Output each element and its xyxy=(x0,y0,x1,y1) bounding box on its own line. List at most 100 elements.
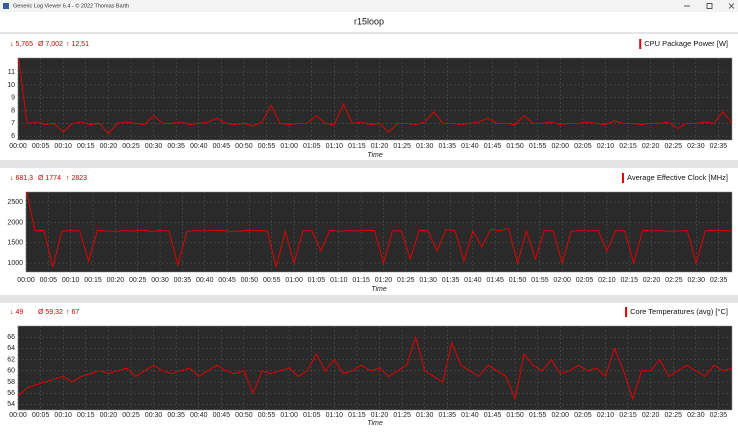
x-tick-label: 01:15 xyxy=(352,277,370,284)
x-tick-label: 02:35 xyxy=(710,277,728,284)
x-tick-label: 01:00 xyxy=(285,277,303,284)
x-tick-label: 00:25 xyxy=(122,143,140,150)
x-tick-label: 00:35 xyxy=(174,277,192,284)
x-tick-label: 02:30 xyxy=(687,143,705,150)
x-tick-label: 02:25 xyxy=(665,277,683,284)
x-tick-label: 00:40 xyxy=(190,412,208,419)
title-bar xyxy=(0,0,738,12)
x-tick-label: 01:50 xyxy=(506,143,524,150)
x-tick-label: 02:35 xyxy=(710,412,728,419)
x-tick-label: 02:30 xyxy=(687,277,705,284)
x-tick-label: 01:20 xyxy=(371,412,389,419)
x-tick-label: 01:10 xyxy=(326,412,344,419)
x-tick-label: 02:05 xyxy=(576,277,594,284)
x-tick-label: 01:40 xyxy=(461,412,479,419)
y-tick-label: 64 xyxy=(7,345,15,352)
x-tick-label: 01:15 xyxy=(348,412,366,419)
x-tick-label: 02:00 xyxy=(552,412,570,419)
panel-separator xyxy=(0,160,738,168)
y-tick-label: 66 xyxy=(7,334,15,341)
stat-value: ↑ 2823 xyxy=(66,175,87,182)
x-tick-label: 00:20 xyxy=(100,143,118,150)
maximize-button[interactable] xyxy=(706,3,713,9)
x-tick-label: 02:05 xyxy=(574,143,592,150)
y-tick-label: 56 xyxy=(7,390,15,397)
app-icon xyxy=(3,3,9,9)
x-tick-label: 00:15 xyxy=(77,412,95,419)
x-tick-label: 01:10 xyxy=(330,277,348,284)
x-tick-label: 00:55 xyxy=(258,143,276,150)
x-tick-label: 00:00 xyxy=(9,412,27,419)
x-tick-label: 01:05 xyxy=(303,412,321,419)
x-tick-label: 01:25 xyxy=(393,143,411,150)
y-tick-label: 6 xyxy=(11,133,15,140)
legend-label: Core Temperatures (avg) [°C] xyxy=(630,307,728,316)
x-tick-label: 00:30 xyxy=(145,143,163,150)
x-tick-label: 01:00 xyxy=(280,143,298,150)
x-tick-label: 01:55 xyxy=(529,143,547,150)
y-tick-label: 7 xyxy=(11,120,15,127)
stat-value: ↑ 67 xyxy=(66,309,79,316)
x-tick-label: 00:05 xyxy=(40,277,58,284)
x-tick-label: 00:30 xyxy=(145,412,163,419)
legend-swatch xyxy=(625,307,628,317)
x-tick-label: 01:35 xyxy=(439,412,457,419)
x-tick-label: 02:05 xyxy=(574,412,592,419)
series-line xyxy=(18,335,732,401)
y-tick-label: 1000 xyxy=(7,260,23,267)
y-tick-label: 9 xyxy=(11,95,15,102)
x-tick-label: 00:15 xyxy=(77,143,95,150)
x-tick-label: 01:20 xyxy=(371,143,389,150)
legend-label: Average Effective Clock [MHz] xyxy=(627,173,728,182)
x-tick-label: 02:00 xyxy=(553,277,571,284)
y-tick-label: 58 xyxy=(7,379,15,386)
x-tick-label: 01:55 xyxy=(529,412,547,419)
x-tick-label: 01:20 xyxy=(375,277,393,284)
y-tick-label: 62 xyxy=(7,356,15,363)
x-tick-label: 01:45 xyxy=(484,412,502,419)
close-button[interactable] xyxy=(728,3,735,9)
x-tick-label: 02:10 xyxy=(598,277,616,284)
x-tick-label: 01:35 xyxy=(439,143,457,150)
x-tick-label: 01:10 xyxy=(326,143,344,150)
stat-value: Ø 59,32 xyxy=(38,309,63,316)
x-tick-label: 02:20 xyxy=(642,412,660,419)
x-tick-label: 00:10 xyxy=(54,412,72,419)
x-tick-label: 02:10 xyxy=(597,143,615,150)
y-tick-label: 54 xyxy=(7,401,15,408)
series-line xyxy=(26,192,732,268)
stat-value: ↑ 12,51 xyxy=(66,41,89,48)
x-axis-label: Time xyxy=(371,286,387,293)
x-tick-label: 02:15 xyxy=(619,412,637,419)
y-tick-label: 1500 xyxy=(7,240,23,247)
window-title: Generic Log Viewer 6.4 - © 2022 Thomas B… xyxy=(13,2,129,9)
stat-value: ↓ 681,3 xyxy=(10,175,33,182)
x-tick-label: 00:05 xyxy=(32,143,50,150)
stat-value: Ø 7,002 xyxy=(38,41,63,48)
x-tick-label: 01:25 xyxy=(393,412,411,419)
x-tick-label: 01:25 xyxy=(397,277,415,284)
legend-swatch xyxy=(621,173,624,183)
y-tick-label: 10 xyxy=(7,82,15,89)
x-axis-label: Time xyxy=(367,420,383,427)
y-tick-label: 60 xyxy=(7,368,15,375)
x-tick-label: 02:25 xyxy=(664,412,682,419)
x-tick-label: 01:40 xyxy=(464,277,482,284)
x-axis-label: Time xyxy=(367,152,383,159)
x-tick-label: 01:05 xyxy=(308,277,326,284)
x-tick-label: 00:10 xyxy=(54,143,72,150)
x-tick-label: 02:30 xyxy=(687,412,705,419)
x-tick-label: 01:00 xyxy=(280,412,298,419)
x-tick-label: 01:50 xyxy=(506,412,524,419)
x-tick-label: 02:20 xyxy=(643,277,661,284)
x-tick-label: 00:40 xyxy=(190,143,208,150)
y-tick-label: 11 xyxy=(8,69,15,76)
header-title: r15loop xyxy=(354,16,384,26)
x-tick-label: 00:25 xyxy=(122,412,140,419)
x-tick-label: 02:20 xyxy=(642,143,660,150)
x-tick-label: 02:25 xyxy=(664,143,682,150)
x-tick-label: 00:50 xyxy=(235,143,253,150)
x-tick-label: 02:00 xyxy=(552,143,570,150)
